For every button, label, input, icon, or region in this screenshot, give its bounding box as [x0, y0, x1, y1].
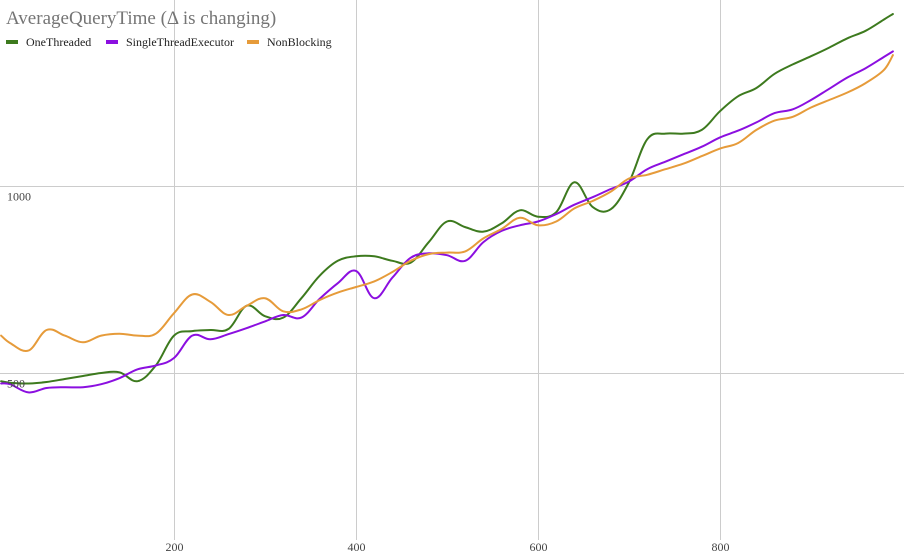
- legend: OneThreaded SingleThreadExecutor NonBlocki…: [6, 35, 332, 49]
- legend-label: SingleThreadExecutor: [126, 35, 234, 49]
- legend-label: OneThreaded: [26, 35, 91, 49]
- x-tick-label: 400: [348, 540, 366, 554]
- y-axis-ticks: 500 1000: [7, 190, 31, 391]
- series-line-onethreaded: [0, 13, 894, 385]
- series-line-nonblocking: [0, 54, 894, 353]
- x-axis-ticks: 200 400 600 800: [166, 540, 730, 554]
- legend-swatch: [247, 40, 259, 44]
- series-lines: [0, 13, 894, 394]
- x-tick-label: 200: [166, 540, 184, 554]
- chart-title: AverageQueryTime (Δ is changing): [6, 8, 276, 29]
- legend-item-singlethreadexecutor[interactable]: SingleThreadExecutor: [106, 35, 234, 49]
- x-tick-label: 600: [530, 540, 548, 554]
- series-line-singlethreadexecutor: [0, 50, 894, 394]
- x-tick-label: 800: [712, 540, 730, 554]
- grid: [0, 0, 904, 540]
- legend-item-onethreaded[interactable]: OneThreaded: [6, 35, 91, 49]
- legend-item-nonblocking[interactable]: NonBlocking: [247, 35, 332, 49]
- y-tick-label: 1000: [7, 190, 31, 204]
- legend-label: NonBlocking: [267, 35, 332, 49]
- legend-swatch: [6, 40, 18, 44]
- legend-swatch: [106, 40, 118, 44]
- y-tick-label: 500: [7, 377, 25, 391]
